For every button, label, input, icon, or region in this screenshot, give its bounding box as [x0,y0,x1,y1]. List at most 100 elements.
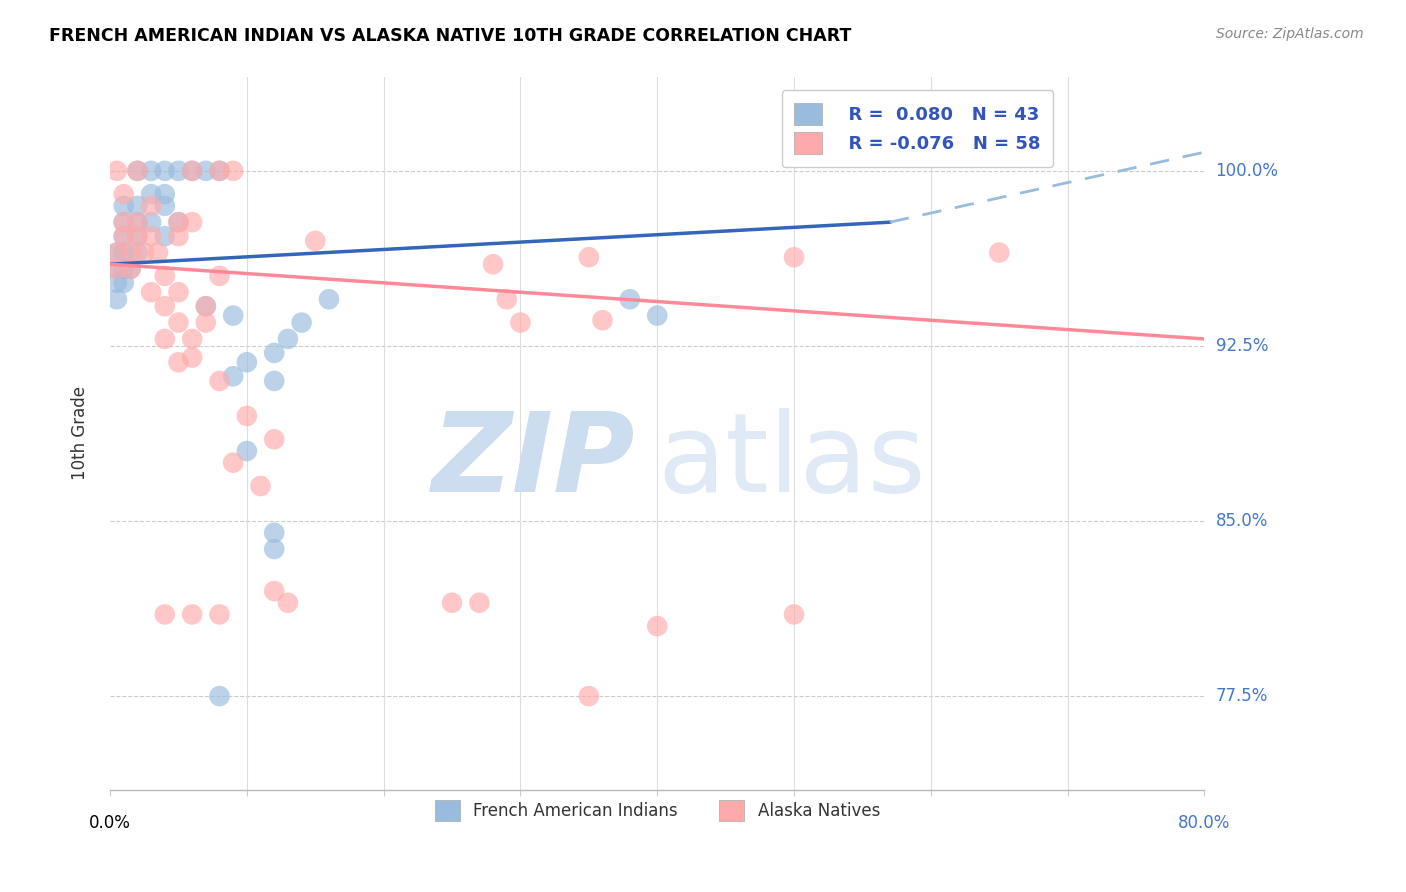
Point [249,479,271,493]
Point [468,596,491,610]
Text: 80.0%: 80.0% [1178,814,1230,832]
Point [139,164,162,178]
Point [127,199,149,213]
Point [208,268,231,283]
Point [153,229,176,244]
Point [120,261,142,276]
Text: 92.5%: 92.5% [1216,337,1268,355]
Point [194,164,217,178]
Point [181,215,204,229]
Point [318,292,340,306]
Legend: French American Indians, Alaska Natives: French American Indians, Alaska Natives [427,794,887,828]
Point [112,215,135,229]
Point [482,257,505,271]
Point [112,187,135,202]
Text: 0.0%: 0.0% [89,814,131,832]
Point [153,332,176,346]
Point [139,215,162,229]
Point [105,261,128,276]
Point [222,309,245,323]
Point [208,164,231,178]
Point [127,164,149,178]
Point [153,268,176,283]
Point [222,369,245,384]
Point [167,316,190,330]
Point [167,285,190,300]
Point [263,542,285,557]
Text: FRENCH AMERICAN INDIAN VS ALASKA NATIVE 10TH GRADE CORRELATION CHART: FRENCH AMERICAN INDIAN VS ALASKA NATIVE … [49,27,852,45]
Point [304,234,326,248]
Point [578,250,600,264]
Point [578,689,600,703]
Point [153,164,176,178]
Point [263,433,285,447]
Point [105,245,128,260]
Point [263,374,285,388]
Point [139,229,162,244]
Text: ZIP: ZIP [432,409,636,516]
Point [208,374,231,388]
Point [127,215,149,229]
Point [112,276,135,290]
Point [208,164,231,178]
Text: 85.0%: 85.0% [1216,512,1268,530]
Point [134,245,156,260]
Point [105,245,128,260]
Point [509,316,531,330]
Point [441,596,464,610]
Point [208,689,231,703]
Point [167,355,190,369]
Point [263,346,285,360]
Point [112,199,135,213]
Point [139,285,162,300]
Point [181,164,204,178]
Point [120,245,142,260]
Point [236,409,259,423]
Point [222,164,245,178]
Text: atlas: atlas [657,409,925,516]
Point [645,619,668,633]
Point [112,229,135,244]
Point [105,164,128,178]
Point [181,351,204,365]
Point [988,245,1011,260]
Point [167,164,190,178]
Point [619,292,641,306]
Point [167,229,190,244]
Point [127,229,149,244]
Point [263,525,285,540]
Point [783,250,806,264]
Point [120,261,142,276]
Point [127,245,149,260]
Point [167,215,190,229]
Point [127,229,149,244]
Point [290,316,312,330]
Point [181,607,204,622]
Point [236,355,259,369]
Point [153,199,176,213]
Point [112,229,135,244]
Point [181,332,204,346]
Point [112,245,135,260]
Point [495,292,517,306]
Point [277,596,299,610]
Point [592,313,614,327]
Point [236,444,259,458]
Point [153,187,176,202]
Point [181,164,204,178]
Point [112,215,135,229]
Point [153,299,176,313]
Point [105,276,128,290]
Point [167,215,190,229]
Point [112,261,135,276]
Point [194,299,217,313]
Point [208,607,231,622]
Point [263,584,285,599]
Point [139,187,162,202]
Point [127,164,149,178]
Point [139,199,162,213]
Point [783,607,806,622]
Point [153,607,176,622]
Y-axis label: 10th Grade: 10th Grade [72,386,89,481]
Point [194,316,217,330]
